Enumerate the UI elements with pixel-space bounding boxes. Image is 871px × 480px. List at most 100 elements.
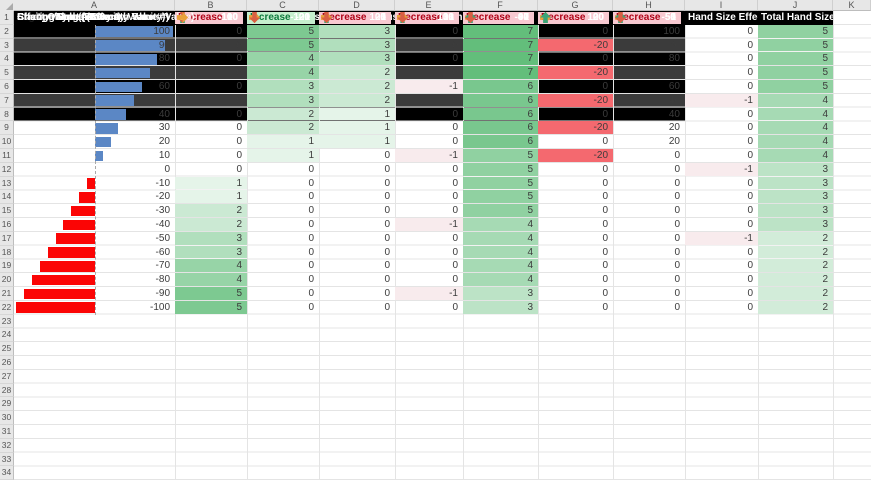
cell-E5[interactable]: 0 [452,67,458,79]
cell-I21[interactable]: 0 [747,288,753,299]
cell-C5[interactable]: 4 [308,67,314,79]
cell-B15[interactable]: 2 [236,205,242,217]
row-header-8[interactable]: 8 [0,107,14,122]
cell-C16[interactable]: 0 [308,219,314,230]
cell-I13[interactable]: 0 [747,177,753,189]
cell-C9[interactable]: 2 [308,122,314,134]
cell-A5[interactable]: 70 [158,67,170,79]
cell-E21[interactable]: -1 [449,288,458,299]
cell-D14[interactable]: 0 [384,191,390,203]
cell-H20[interactable]: 0 [674,274,680,286]
column-header-I[interactable]: I [685,0,758,11]
cell-F9[interactable]: 6 [527,122,533,134]
cell-J7[interactable]: 4 [822,94,828,106]
cell-E15[interactable]: 0 [452,205,458,217]
cell-D13[interactable]: 0 [384,177,390,189]
cell-C20[interactable]: 0 [308,274,314,286]
cell-E8[interactable]: 0 [452,108,458,120]
cell-F10[interactable]: 6 [527,136,533,148]
row-header-31[interactable]: 31 [0,425,14,439]
cell-G17[interactable]: 0 [602,232,608,244]
cell-A4[interactable]: 80 [158,53,170,65]
cell-G7[interactable]: -20 [593,94,608,106]
cell-C2[interactable]: 5 [308,25,314,37]
cell-I9[interactable]: 0 [747,122,753,134]
row-header-9[interactable]: 9 [0,121,14,136]
cell-E10[interactable]: 0 [452,136,458,148]
cell-F6[interactable]: 6 [527,81,533,92]
row-header-32[interactable]: 32 [0,438,14,453]
cell-B16[interactable]: 2 [236,219,242,230]
row-header-12[interactable]: 12 [0,162,14,177]
cell-G6[interactable]: 0 [602,81,608,92]
cell-F17[interactable]: 4 [527,232,533,244]
cell-A17[interactable]: -50 [155,232,170,244]
cell-F20[interactable]: 4 [527,274,533,286]
row-header-20[interactable]: 20 [0,273,14,287]
cell-F18[interactable]: 4 [527,246,533,258]
cell-G5[interactable]: -20 [593,67,608,79]
cell-F4[interactable]: 7 [527,53,533,65]
cell-I7[interactable]: -1 [744,94,753,106]
cell-A6[interactable]: 60 [158,81,170,92]
cell-A19[interactable]: -70 [155,260,170,272]
cell-J5[interactable]: 5 [822,67,828,79]
cell-D21[interactable]: 0 [384,288,390,299]
cell-D7[interactable]: 2 [384,94,390,106]
cell-E7[interactable]: 0 [452,94,458,106]
cell-G11[interactable]: -20 [593,150,608,161]
cell-E11[interactable]: -1 [449,150,458,161]
cell-J12[interactable]: 3 [822,163,828,175]
cell-G21[interactable]: 0 [602,288,608,299]
row-header-13[interactable]: 13 [0,176,14,191]
cell-J11[interactable]: 4 [822,150,828,161]
cell-J9[interactable]: 4 [822,122,828,134]
row-header-16[interactable]: 16 [0,218,14,232]
cell-A2[interactable]: 100 [153,25,170,37]
cell-I2[interactable]: 0 [747,25,753,37]
cell-H6[interactable]: 60 [668,81,680,92]
cell-D5[interactable]: 2 [384,67,390,79]
cell-J17[interactable]: 2 [822,232,828,244]
column-header-G[interactable]: G [538,0,613,11]
cell-D6[interactable]: 2 [384,81,390,92]
row-header-27[interactable]: 27 [0,369,14,384]
row-header-15[interactable]: 15 [0,204,14,218]
cell-H12[interactable]: 0 [674,163,680,175]
cell-H7[interactable]: 40 [668,94,680,106]
cell-J10[interactable]: 4 [822,136,828,148]
cell-A3[interactable]: 90 [158,39,170,51]
row-header-1[interactable]: 1 [0,11,14,25]
row-header-5[interactable]: 5 [0,66,14,80]
row-header-7[interactable]: 7 [0,93,14,108]
row-header-23[interactable]: 23 [0,314,14,329]
column-header-C[interactable]: C [247,0,319,11]
cell-F22[interactable]: 3 [527,301,533,313]
cell-B20[interactable]: 4 [236,274,242,286]
cell-C22[interactable]: 0 [308,301,314,313]
row-header-21[interactable]: 21 [0,287,14,301]
cell-E19[interactable]: 0 [452,260,458,272]
cell-E6[interactable]: -1 [449,81,458,92]
cell-D11[interactable]: 0 [384,150,390,161]
cell-A18[interactable]: -60 [155,246,170,258]
cell-D18[interactable]: 0 [384,246,390,258]
cell-C21[interactable]: 0 [308,288,314,299]
cell-I20[interactable]: 0 [747,274,753,286]
cell-H22[interactable]: 0 [674,301,680,313]
cell-E4[interactable]: 0 [452,53,458,65]
column-header-D[interactable]: D [319,0,395,11]
cell-C8[interactable]: 2 [308,108,314,120]
cell-B4[interactable]: 0 [236,53,242,65]
cell-I10[interactable]: 0 [747,136,753,148]
cell-C6[interactable]: 3 [308,81,314,92]
cell-G3[interactable]: -20 [593,39,608,51]
cell-H9[interactable]: 20 [668,122,680,134]
cell-H15[interactable]: 0 [674,205,680,217]
cell-A8[interactable]: 40 [158,108,170,120]
cell-J22[interactable]: 2 [822,301,828,313]
cell-G18[interactable]: 0 [602,246,608,258]
cell-F16[interactable]: 4 [527,219,533,230]
cell-C11[interactable]: 1 [308,150,314,161]
cell-D10[interactable]: 1 [384,136,390,148]
